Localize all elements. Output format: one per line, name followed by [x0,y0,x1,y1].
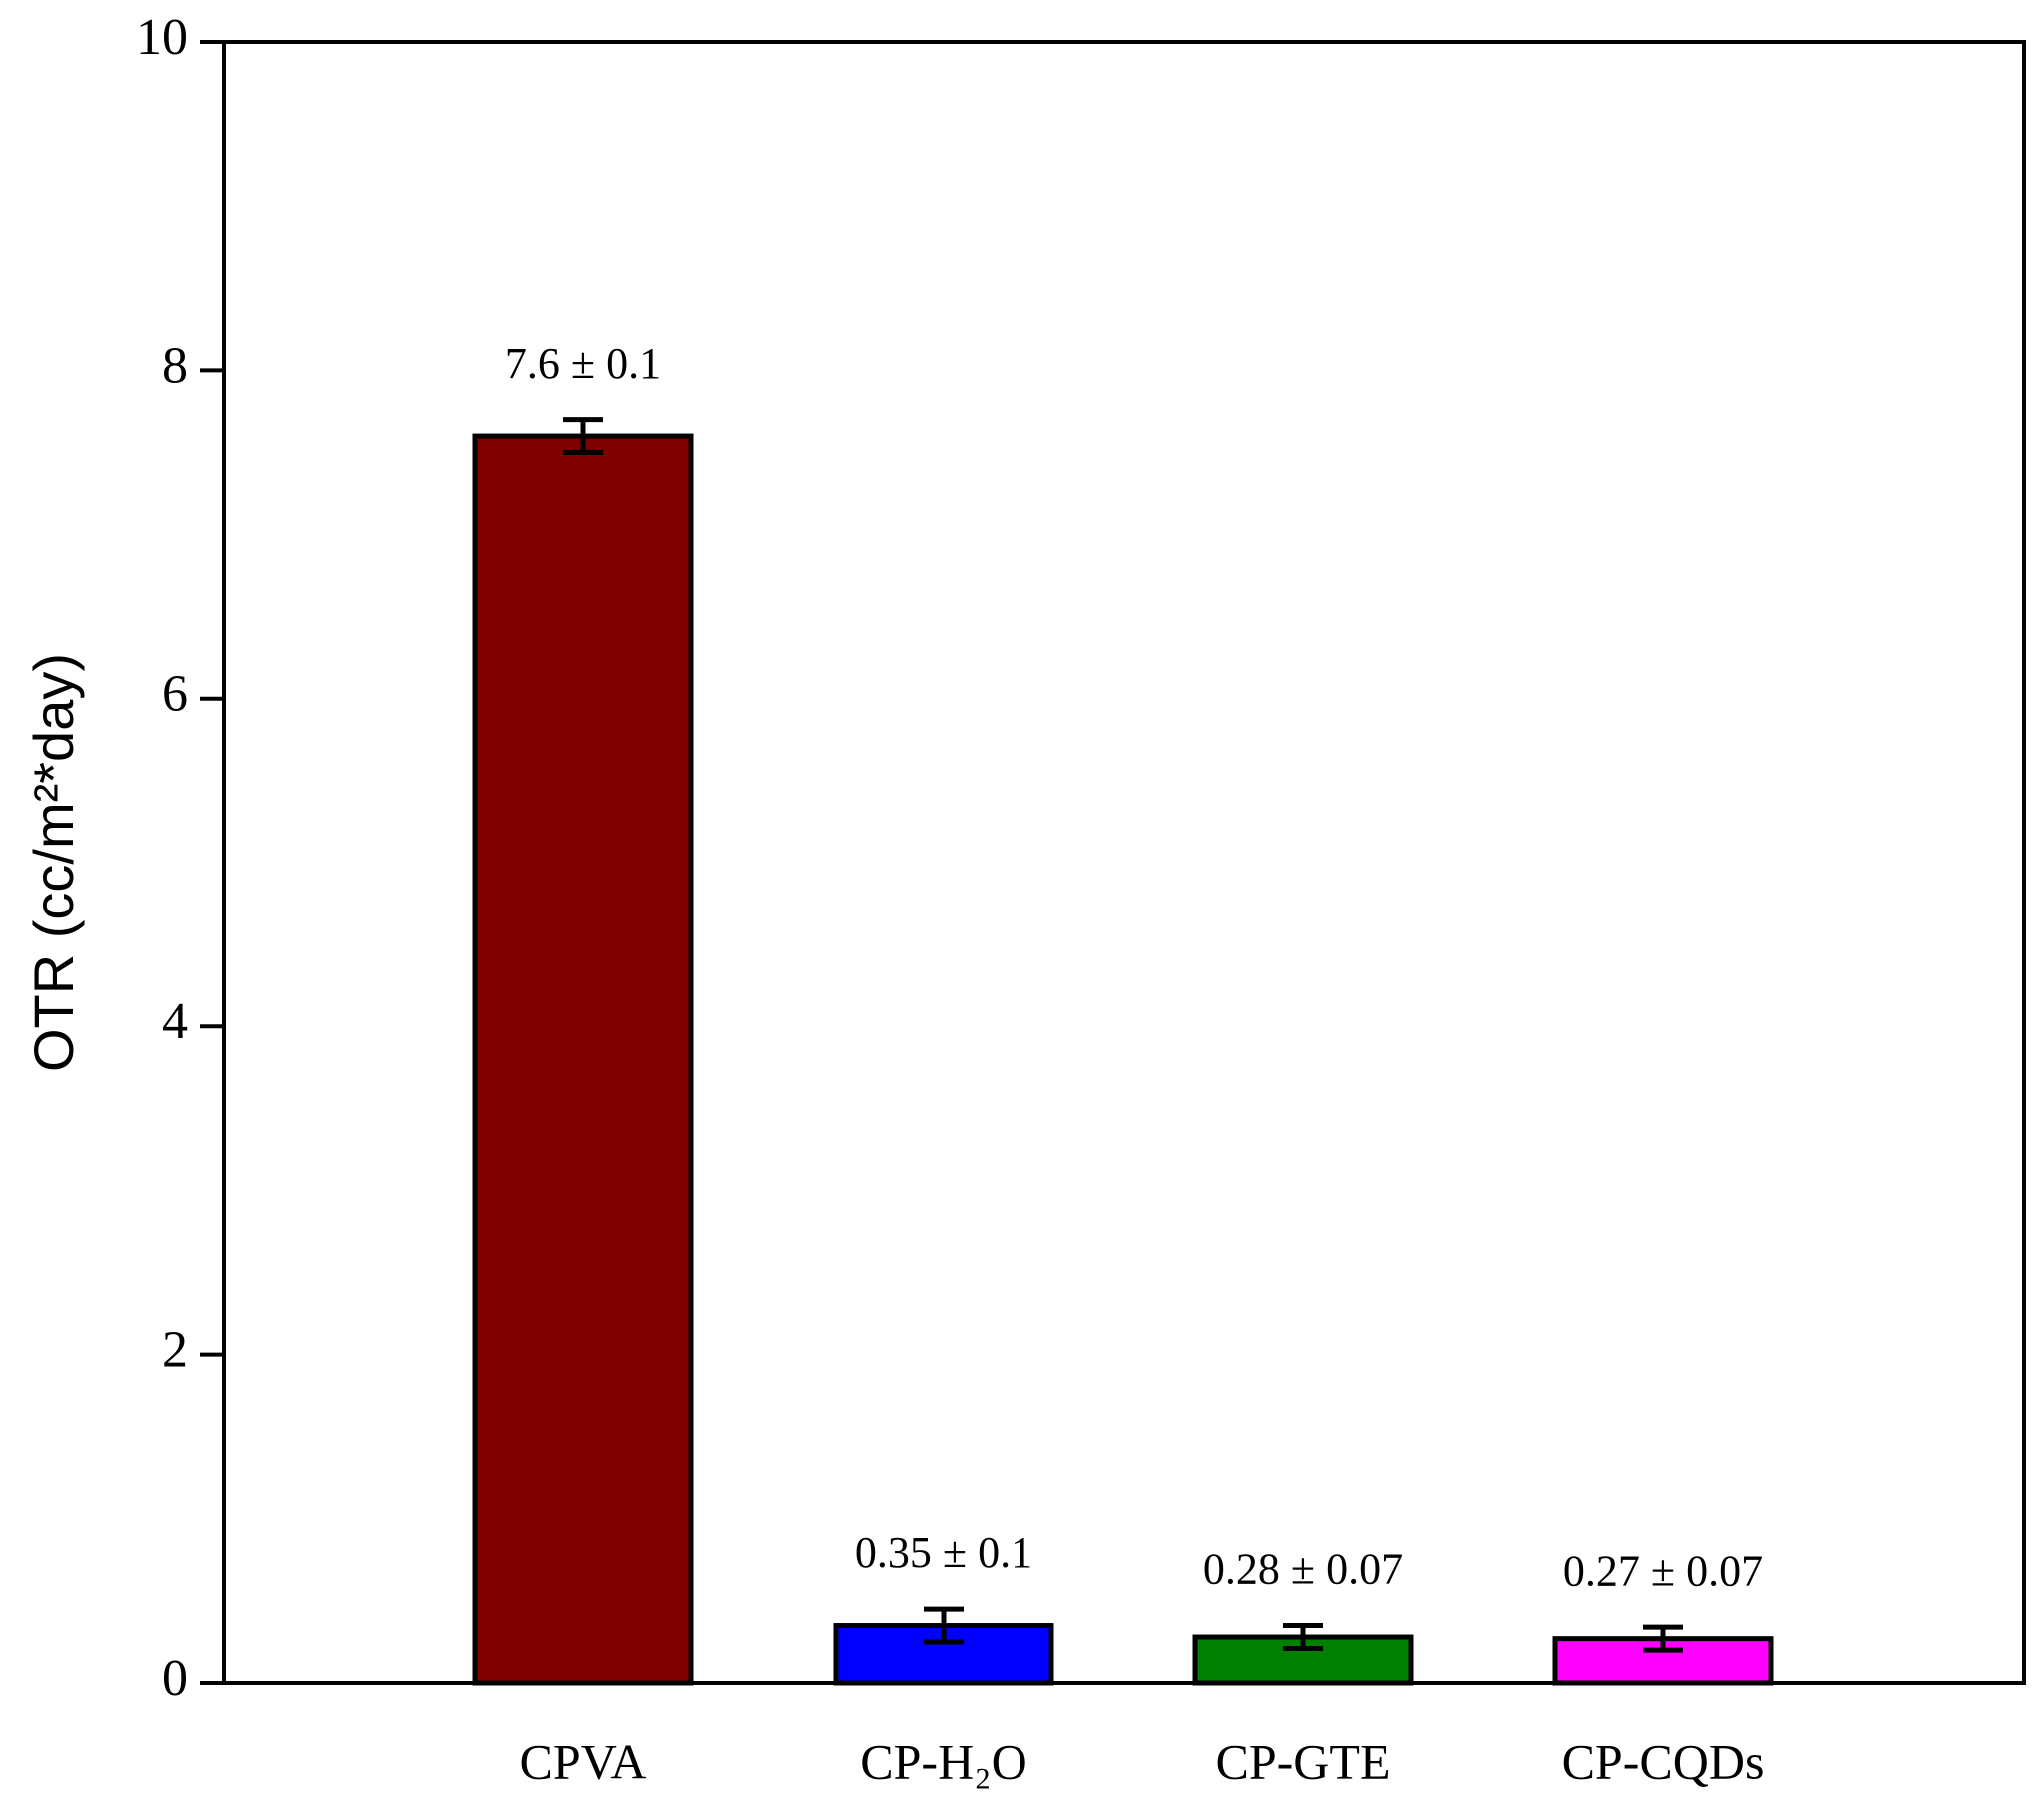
value-label: 0.35 ± 0.1 [855,1528,1032,1577]
x-tick-label: CP-CQDs [1562,1733,1765,1789]
error-bar [1283,1623,1323,1652]
x-tick-label: CP-H₂O [860,1733,1026,1789]
error-bar [924,1606,964,1645]
plot-frame [222,40,2026,1685]
y-tick-label: 6 [162,666,188,723]
y-tick-label: 10 [136,9,188,66]
x-tick-label: CPVA [520,1733,647,1789]
value-label: 7.6 ± 0.1 [505,339,661,388]
y-tick-label: 0 [162,1650,188,1707]
value-label: 0.28 ± 0.07 [1203,1545,1403,1594]
y-tick-label: 2 [162,1322,188,1379]
bar [472,433,694,1686]
value-label: 0.27 ± 0.07 [1563,1546,1763,1595]
y-tick-label: 4 [162,993,188,1050]
y-axis-label: OTR (cc/m²*day) [22,653,85,1072]
x-tick-label: CP-GTE [1216,1733,1391,1789]
y-tick-label: 8 [162,337,188,394]
error-bar [563,417,603,455]
error-bar [1643,1624,1683,1653]
